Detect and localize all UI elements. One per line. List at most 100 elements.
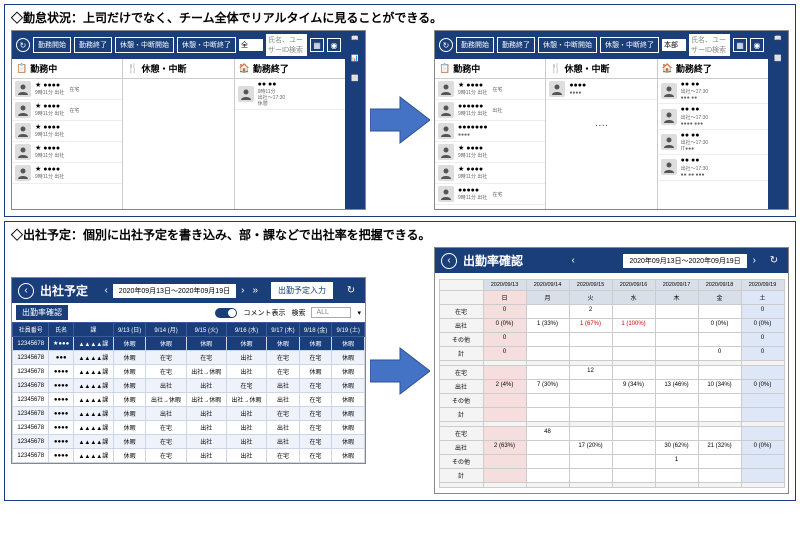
person-row[interactable]: ★ ●●●●9時11分 出社在宅 <box>12 79 122 100</box>
table-row[interactable]: 12345678●●●●▲▲▲▲課休暇在宅出社出社出社在宅休暇 <box>13 421 365 435</box>
search-filter[interactable]: ALL <box>311 307 351 318</box>
sidebar-icon-2[interactable]: ⬜ <box>771 55 785 69</box>
chevron-left-icon[interactable]: ‹ <box>572 255 575 266</box>
rate-cell: 30 (62%) <box>655 440 699 455</box>
person-row[interactable]: ★ ●●●●9時11分 出社 <box>12 163 122 184</box>
reload-icon[interactable]: ↻ <box>766 253 782 269</box>
rate-cell <box>655 482 699 488</box>
rate-cell: 9 (34%) <box>612 379 656 394</box>
rate-cell <box>569 379 613 394</box>
refresh-icon[interactable]: ↻ <box>16 38 30 52</box>
back-icon[interactable]: ‹ <box>441 253 457 269</box>
person-row[interactable]: ★ ●●●●9時11分 出社 <box>12 121 122 142</box>
table-row[interactable]: 12345678★●●●▲▲▲▲課休暇休暇休暇休暇休暇休暇休暇 <box>13 337 365 351</box>
table-row[interactable]: 12345678●●●●▲▲▲▲課休暇在宅出社→休暇出社在宅休暇休暇 <box>13 365 365 379</box>
rate-cell <box>526 468 570 483</box>
section-schedule: ◇出社予定：個別に出社予定を書き込み、部・課などで出社率を把握できる。 ‹ 出社… <box>4 221 796 501</box>
rate-cell <box>698 407 742 422</box>
dropdown-icon[interactable]: ▾ <box>357 309 361 317</box>
person-row[interactable]: ★ ●●●●9時11分 出社 <box>435 163 545 184</box>
status-icon[interactable]: ◉ <box>750 38 764 52</box>
cutlery-icon: 🍴 <box>127 63 138 74</box>
table-row[interactable]: 12345678●●●▲▲▲▲課休暇在宅在宅出社在宅在宅休暇 <box>13 351 365 365</box>
person-row[interactable]: ●● ●●出社〜17:30IT●●● <box>658 130 768 155</box>
btn-break-start[interactable]: 休憩・中断開始 <box>115 37 174 53</box>
table-header[interactable]: 氏名 <box>49 323 73 337</box>
chevron-double-right-icon[interactable]: » <box>249 285 261 296</box>
person-row[interactable]: ●● ●●出社〜17:30●●● ●● <box>658 79 768 104</box>
calendar-icon[interactable]: ▦ <box>310 38 324 52</box>
btn-work-start[interactable]: 勤務開始 <box>456 37 494 53</box>
date-range[interactable]: 2020年09月13日〜2020年09月19日 <box>113 284 236 298</box>
btn-work-start[interactable]: 勤務開始 <box>33 37 71 53</box>
filter-select[interactable]: 本部 <box>662 39 686 51</box>
sidebar-icon-2[interactable]: 📊 <box>348 55 362 69</box>
person-row[interactable]: ★ ●●●●9時11分 出社在宅 <box>12 100 122 121</box>
person-row[interactable]: ●●●●●●●● <box>546 79 656 100</box>
status-icon[interactable]: ◉ <box>327 38 341 52</box>
sidebar-icon-1[interactable]: 📖 <box>348 35 362 49</box>
btn-break-start[interactable]: 休憩・中断開始 <box>538 37 597 53</box>
person-row[interactable]: ●●●●●9時11分 出社在宅 <box>435 184 545 205</box>
table-header[interactable]: 9/15 (火) <box>186 323 226 337</box>
back-icon[interactable]: ‹ <box>18 283 34 299</box>
ellipsis: ···· <box>546 100 656 151</box>
reload-icon[interactable]: ↻ <box>343 283 359 299</box>
table-row[interactable]: 12345678●●●●▲▲▲▲課休暇在宅出社出社出社在宅休暇 <box>13 435 365 449</box>
rate-confirm-tab[interactable]: 出勤率確認 <box>16 305 68 320</box>
person-row[interactable]: ★ ●●●●9時11分 出社 <box>12 142 122 163</box>
btn-break-end[interactable]: 休憩・中断終了 <box>177 37 236 53</box>
refresh-icon[interactable]: ↻ <box>439 38 453 52</box>
table-header[interactable]: 9/14 (月) <box>146 323 186 337</box>
sidebar-icon-1[interactable]: 📖 <box>771 35 785 49</box>
chevron-right-icon[interactable]: › <box>238 285 247 296</box>
rate-grid: 2020/09/132020/09/142020/09/152020/09/16… <box>439 279 784 487</box>
rate-date-range[interactable]: 2020年09月13日〜2020年09月19日 <box>623 254 746 268</box>
rate-row-label: その他 <box>439 332 484 347</box>
table-cell: 出社 <box>226 407 266 421</box>
btn-work-end[interactable]: 勤務終了 <box>497 37 535 53</box>
table-cell: 休暇 <box>332 337 365 351</box>
search-input[interactable]: 氏名、ユーザーID検索 <box>266 34 307 56</box>
rate-cell: 0 (0%) <box>698 318 742 333</box>
sidebar-icon-3[interactable]: ⬜ <box>348 75 362 89</box>
calendar-icon[interactable]: ▦ <box>733 38 747 52</box>
table-header[interactable]: 社員番号 <box>13 323 49 337</box>
table-header[interactable]: 9/18 (金) <box>299 323 332 337</box>
table-header[interactable]: 9/19 (土) <box>332 323 365 337</box>
person-row[interactable]: ★ ●●●●9時11分 出社 <box>435 142 545 163</box>
comment-toggle[interactable] <box>215 308 237 318</box>
chevron-right-icon[interactable]: › <box>753 255 756 266</box>
table-header[interactable]: 課 <box>73 323 113 337</box>
rate-row-label: 計 <box>439 468 484 483</box>
avatar-icon <box>438 81 454 97</box>
rate-row-label: 出社 <box>439 440 484 455</box>
table-row[interactable]: 12345678●●●●▲▲▲▲課休暇出社→休暇出社→休暇出社→休暇出社在宅休暇 <box>13 393 365 407</box>
rate-cell <box>655 393 699 408</box>
person-row[interactable]: ●●●●●●●●●●● <box>435 121 545 142</box>
chevron-left-icon[interactable]: ‹ <box>101 285 110 296</box>
btn-break-end[interactable]: 休憩・中断終了 <box>600 37 659 53</box>
search-input[interactable]: 氏名、ユーザーID検索 <box>689 34 730 56</box>
person-row[interactable]: ●●●●●●9時11分 出社出社 <box>435 100 545 121</box>
table-row[interactable]: 12345678●●●●▲▲▲▲課休暇出社出社出社在宅在宅休暇 <box>13 407 365 421</box>
table-header[interactable]: 9/13 (日) <box>113 323 146 337</box>
input-schedule-button[interactable]: 出勤予定入力 <box>271 282 333 299</box>
person-row[interactable]: ●● ●●9時11分出社〜17:30 休憩 <box>235 79 345 110</box>
rate-cell <box>655 318 699 333</box>
table-cell: 休暇 <box>113 337 146 351</box>
table-header[interactable]: 9/17 (木) <box>267 323 300 337</box>
filter-select[interactable]: 全 <box>239 39 263 51</box>
rate-cell <box>741 468 785 483</box>
person-row[interactable]: ●● ●●出社〜17:30●● ●● ●●● <box>658 155 768 180</box>
person-row[interactable]: ★ ●●●●9時11分 出社在宅 <box>435 79 545 100</box>
rate-cell <box>526 407 570 422</box>
table-cell: 休暇 <box>113 407 146 421</box>
rate-cell <box>439 482 484 488</box>
table-row[interactable]: 12345678●●●●▲▲▲▲課休暇在宅出社出社在宅在宅休暇 <box>13 449 365 463</box>
table-row[interactable]: 12345678●●●●▲▲▲▲課休暇出社出社在宅出社在宅休暇 <box>13 379 365 393</box>
person-row[interactable]: ●● ●●出社〜17:30●●●● ●●● <box>658 104 768 129</box>
table-cell: 休暇 <box>332 365 365 379</box>
btn-work-end[interactable]: 勤務終了 <box>74 37 112 53</box>
table-header[interactable]: 9/16 (水) <box>226 323 266 337</box>
